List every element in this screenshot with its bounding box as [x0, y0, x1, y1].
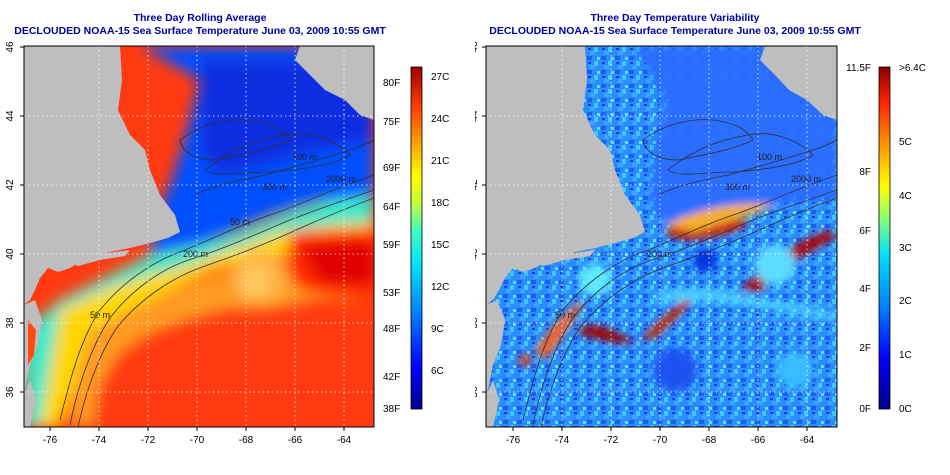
left-cb-f-label: 69F [383, 163, 400, 174]
left-cb-c-label: 27C [431, 72, 449, 83]
right-lat-tick: 40 [475, 248, 480, 260]
right-bathymetry-contours [522, 119, 837, 427]
right-variability-field: 100 m 300 m 2000 m 200 m 50 m [486, 46, 837, 427]
right-lat-tick: 42 [475, 179, 480, 191]
right-cb-c-label: 2C [899, 296, 912, 307]
left-cb-c-label: 12C [431, 282, 449, 293]
right-lon-tick: -64 [800, 435, 815, 446]
left-cb-c-label: 6C [431, 366, 444, 377]
right-title-subtitle: DECLOUDED NOAA-15 Sea Surface Temperatur… [489, 25, 861, 37]
right-land-us-coast [486, 46, 645, 305]
right-lon-tick: -66 [751, 435, 766, 446]
right-cb-f-label: 4F [859, 284, 871, 295]
right-cb-f-label: 11.5F [846, 63, 871, 74]
left-cb-c-label: 9C [431, 324, 444, 335]
right-title: Three Day Temperature Variability DECLOU… [475, 12, 875, 38]
left-cb-f-label: 64F [383, 202, 400, 213]
right-lon-tick: -70 [653, 435, 668, 446]
right-map-panel: 100 m 300 m 2000 m 200 m 50 m 4 [475, 41, 926, 446]
left-map-panel: 100 m 300 m 2000 m 50 m 200 m 50 m [5, 41, 449, 446]
left-lon-tick: -68 [239, 435, 254, 446]
right-contour-label-5: 50 m [555, 310, 575, 320]
left-lon-tick: -70 [190, 435, 205, 446]
left-title-main: Three Day Rolling Average [133, 12, 267, 24]
left-lat-axis: 46 44 42 40 38 36 [5, 41, 24, 398]
right-contour-label-1: 100 m [757, 152, 782, 162]
left-cb-c-label: 21C [431, 156, 449, 167]
left-contour-label-6: 50 m [90, 310, 110, 320]
left-title-subtitle: DECLOUDED NOAA-15 Sea Surface Temperatur… [14, 25, 386, 37]
right-colorbar [878, 66, 891, 410]
right-cb-c-label: 3C [899, 243, 912, 254]
left-lat-tick: 42 [5, 179, 16, 191]
left-land-us-coast [24, 46, 180, 305]
left-lon-tick: -76 [43, 435, 58, 446]
left-lat-tick: 46 [5, 41, 16, 53]
left-cb-c-label: 24C [431, 114, 449, 125]
right-lat-axis: 46 44 42 40 38 36 [475, 41, 486, 398]
right-lat-tick: 46 [475, 41, 480, 53]
right-land-long-island [535, 250, 595, 266]
left-land-nova-scotia [295, 46, 374, 120]
left-lon-tick: -64 [337, 435, 352, 446]
left-colorbar-celsius: 27C 24C 21C 18C 15C 12C 9C 6C [431, 72, 449, 377]
right-lon-tick: -74 [555, 435, 570, 446]
right-land-delmarva [486, 300, 505, 395]
left-contour-label-3: 2000 m [326, 174, 356, 184]
left-title: Three Day Rolling Average DECLOUDED NOAA… [0, 12, 400, 38]
right-cb-c-label: 4C [899, 191, 912, 202]
left-contour-label-2: 300 m [262, 182, 287, 192]
right-cb-f-label: 6F [859, 226, 871, 237]
right-cb-c-label: >6.4C [899, 63, 926, 74]
left-cb-f-label: 75F [383, 117, 400, 128]
right-lon-tick: -68 [702, 435, 717, 446]
left-cb-c-label: 15C [431, 240, 449, 251]
right-contour-label-4: 200 m [647, 249, 672, 259]
left-lon-axis: -76 -74 -72 -70 -68 -66 -64 [43, 427, 352, 446]
left-lon-tick: -66 [288, 435, 303, 446]
right-lat-tick: 38 [475, 317, 480, 329]
right-cb-c-label: 5C [899, 137, 912, 148]
left-cb-c-label: 18C [431, 198, 449, 209]
right-title-main: Three Day Temperature Variability [590, 12, 760, 24]
right-land-nova-scotia [760, 46, 837, 120]
left-contour-label-4: 50 m [230, 217, 250, 227]
left-bathymetry-contours [59, 119, 374, 427]
right-cb-f-label: 2F [859, 343, 871, 354]
left-lat-tick: 36 [5, 386, 16, 398]
right-cb-f-label: 0F [859, 404, 871, 415]
left-lon-tick: -74 [92, 435, 107, 446]
left-sst-field: 100 m 300 m 2000 m 50 m 200 m 50 m [24, 46, 374, 427]
left-cb-f-label: 38F [383, 404, 400, 415]
right-contour-label-2: 300 m [725, 182, 750, 192]
right-contour-label-3: 2000 m [791, 174, 821, 184]
left-contour-label-1: 100 m [292, 152, 317, 162]
left-lon-tick: -72 [141, 435, 156, 446]
right-graticule [486, 46, 837, 427]
right-lat-tick: 44 [475, 110, 480, 122]
left-cb-f-label: 48F [383, 324, 400, 335]
left-colorbar-fahrenheit: 80F 75F 69F 64F 59F 53F 48F 42F 38F [383, 78, 400, 415]
right-lon-tick: -76 [506, 435, 521, 446]
left-cb-f-label: 80F [383, 78, 400, 89]
left-graticule [24, 46, 374, 427]
right-lat-tick: 36 [475, 386, 480, 398]
right-cb-c-label: 1C [899, 350, 912, 361]
left-cb-f-label: 53F [383, 288, 400, 299]
right-colorbar-fahrenheit: 11.5F 8F 6F 4F 2F 0F [846, 63, 871, 415]
right-colorbar-celsius: >6.4C 5C 4C 3C 2C 1C 0C [899, 63, 926, 415]
left-lat-tick: 44 [5, 110, 16, 122]
left-lat-tick: 40 [5, 248, 16, 260]
right-lon-axis: -76 -74 -72 -70 -68 -66 -64 [506, 427, 815, 446]
left-lat-tick: 38 [5, 317, 16, 329]
right-lon-tick: -72 [604, 435, 619, 446]
left-colorbar [410, 66, 423, 410]
left-cb-f-label: 59F [383, 240, 400, 251]
left-cb-f-label: 42F [383, 372, 400, 383]
right-cb-c-label: 0C [899, 404, 912, 415]
right-cb-f-label: 8F [859, 167, 871, 178]
